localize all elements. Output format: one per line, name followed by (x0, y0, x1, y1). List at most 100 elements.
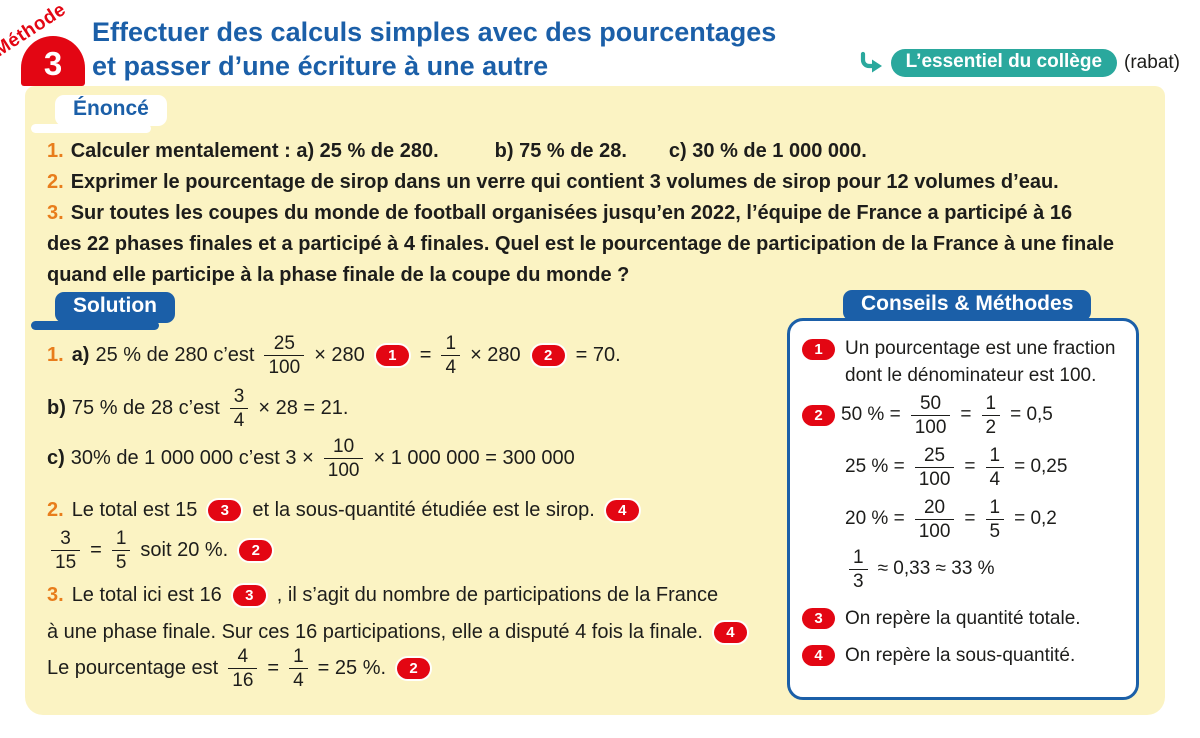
step-badge-3: 3 (208, 499, 242, 521)
solution-1c-result: × 1 000 000 = 300 000 (373, 446, 575, 469)
solution-1b-pre: 75 % de 28 c’est (71, 396, 220, 419)
enonce-body: 1. Calculer mentalement : a) 25 % de 280.… (47, 136, 1152, 291)
solution-line-3b: à une phase finale. Sur ces 16 participa… (47, 619, 752, 645)
enonce-item-3-number: 3. (47, 202, 64, 224)
enonce-item-1-text: Calculer mentalement : a) 25 % de 280. (70, 140, 439, 162)
enonce-item-2: 2. Exprimer le pourcentage de sirop dans … (47, 167, 1152, 198)
solution-line-2: 2. Le total est 15 3 et la sous-quantité… (47, 497, 644, 523)
tab-enonce: Énoncé (31, 95, 167, 133)
solution-2-pre: Le total est 15 (71, 498, 198, 521)
tip-badge-3: 3 (802, 608, 835, 629)
eq1-rhs: = 0,5 (1010, 404, 1053, 425)
fraction-25-100b: 25 100 (914, 445, 955, 490)
tip-1-text: Un pourcentage est une fraction dont le … (845, 338, 1116, 386)
solution-1c-pre: 30% de 1 000 000 c’est 3 × (70, 446, 314, 469)
tip-3-text: On repère la quantité totale. (845, 608, 1081, 629)
fraction-20-100: 20 100 (914, 497, 955, 542)
solution-3-math-equals: = (267, 656, 280, 679)
tip-badge-1: 1 (802, 339, 835, 360)
solution-1a-times2: × 280 (470, 343, 521, 366)
step-badge-2: 2 (531, 344, 565, 366)
tip-badge-4: 4 (802, 645, 835, 666)
enonce-item-1b: b) 75 % de 28. (494, 140, 627, 162)
enonce-item-3-line1: Sur toutes les coupes du monde de footba… (70, 202, 1073, 224)
solution-3-pre: Le total ici est 16 (71, 583, 222, 606)
eq1-lhs: 50 % = (841, 404, 901, 425)
reference-pill[interactable]: L’essentiel du collège (890, 49, 1118, 77)
solution-3-end: , il s’agit du nombre de participations … (276, 583, 719, 606)
solution-line-3: 3. Le total ici est 16 3 , il s’agit du … (47, 582, 718, 608)
fraction-25-100: 25 100 (264, 333, 305, 378)
solution-2-result: soit 20 %. (140, 538, 229, 561)
conseils-panel: 1 Un pourcentage est une fraction dont l… (787, 318, 1139, 700)
solution-item-2-number: 2. (47, 498, 64, 521)
step-badge-4b: 4 (713, 621, 747, 643)
eq3-eq: = (964, 508, 976, 529)
elbow-arrow-icon (860, 51, 882, 73)
page-title-line1: Effectuer des calculs simples avec des p… (92, 17, 777, 47)
step-badge-2b: 2 (239, 539, 273, 561)
enonce-item-3: 3. Sur toutes les coupes du monde de foot… (47, 198, 1152, 229)
header-reference: L’essentiel du collège (rabat) (858, 49, 1180, 77)
solution-2-mid: et la sous-quantité étudiée est le sirop… (252, 498, 595, 521)
solution-1b-result: × 28 = 21. (258, 396, 349, 419)
step-badge-2c: 2 (397, 657, 431, 679)
solution-1a-times1: × 280 (314, 343, 365, 366)
reference-suffix: (rabat) (1124, 52, 1180, 73)
enonce-item-2-text: Exprimer le pourcentage de sirop dans un… (70, 171, 1059, 193)
eq4-rhs: ≈ 0,33 ≈ 33 % (877, 558, 995, 579)
eq2-lhs: 25 % = (845, 456, 905, 477)
tip-4-text: On repère la sous-quantité. (845, 645, 1076, 666)
eq2-rhs: = 0,25 (1014, 456, 1068, 477)
fraction-10-100: 10 100 (323, 436, 364, 481)
solution-2-equals: = (90, 538, 102, 561)
method-number-badge: 3 (21, 36, 85, 86)
fraction-50-100: 50 100 (910, 393, 951, 438)
fraction-4-16: 4 16 (228, 646, 258, 691)
eq1-eq: = (960, 404, 972, 425)
tab-solution: Solution (31, 292, 175, 330)
enonce-item-1-number: 1. (47, 140, 64, 162)
solution-1a-pre: 25 % de 280 c’est (95, 343, 255, 366)
tab-conseils: Conseils & Méthodes (843, 290, 1092, 321)
eq3-lhs: 20 % = (845, 508, 905, 529)
solution-item-1-number: 1. (47, 343, 64, 366)
solution-1b-label: b) (47, 396, 66, 419)
fraction-3-15: 3 15 (51, 528, 81, 573)
solution-1a-label: a) (71, 343, 90, 366)
page-title-line2: et passer d’une écriture à une autre (92, 51, 549, 81)
conseil-tip-1: 1 Un pourcentage est une fraction dont l… (790, 335, 1136, 389)
step-badge-4: 4 (605, 499, 639, 521)
enonce-item-3-line3: quand elle participe à la phase finale d… (47, 264, 630, 286)
conseil-tip-3: 3 On repère la quantité totale. (790, 605, 1136, 632)
page-title: Effectuer des calculs simples avec des p… (92, 15, 776, 83)
enonce-item-3-line2: des 22 phases finales et a participé à 4… (47, 233, 1115, 255)
solution-line-1c: c) 30% de 1 000 000 c’est 3 × 10 100 × 1 … (47, 432, 575, 484)
solution-1c-label: c) (47, 446, 65, 469)
solution-item-3-number: 3. (47, 583, 64, 606)
step-badge-1: 1 (375, 344, 409, 366)
solution-1a-equals: = (419, 343, 432, 366)
enonce-item-1: 1. Calculer mentalement : a) 25 % de 280.… (47, 136, 1152, 167)
tip-badge-2: 2 (802, 404, 835, 426)
solution-line-1a: 1. a) 25 % de 280 c’est 25 100 × 280 1 = … (47, 329, 621, 381)
solution-1a-result: = 70. (575, 343, 621, 366)
eq3-rhs: = 0,2 (1014, 508, 1057, 529)
solution-3-math-result: = 25 %. (317, 656, 387, 679)
enonce-item-1c: c) 30 % de 1 000 000. (668, 140, 867, 162)
